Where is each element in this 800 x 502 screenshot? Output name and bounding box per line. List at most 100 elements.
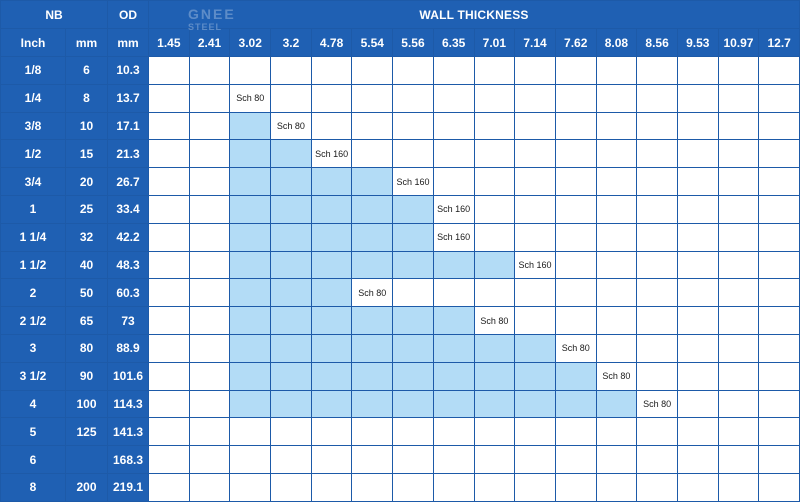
shaded-cell (392, 306, 434, 335)
shaded-cell (270, 333, 312, 363)
nb-inch-cell: 2 (0, 278, 66, 308)
nb-mm-header: mm (65, 28, 108, 57)
shaded-cell (514, 333, 556, 363)
grid-cell (229, 56, 272, 85)
grid-cell (717, 139, 760, 169)
grid-cell (148, 445, 190, 474)
grid-cell (554, 56, 597, 85)
thickness-header-cell: 7.62 (554, 28, 597, 57)
od-mm-cell: 10.3 (107, 56, 149, 85)
grid-cell (717, 445, 760, 474)
grid-cell (758, 417, 800, 447)
thickness-header-cell: 1.45 (148, 28, 190, 57)
grid-cell (554, 306, 597, 335)
grid-cell (514, 194, 556, 224)
grid-cell (676, 194, 719, 224)
grid-cell (148, 222, 190, 252)
grid-cell (676, 167, 719, 196)
grid-cell (514, 83, 556, 113)
grid-cell (636, 472, 678, 502)
thickness-header-cell: 10.97 (717, 28, 760, 57)
table-row: 3/4 20 26.7 Sch 160 (0, 167, 800, 196)
thickness-header-cell: 7.01 (473, 28, 516, 57)
grid-cell (717, 306, 760, 335)
grid-cell (473, 445, 516, 474)
grid-cell (473, 194, 516, 224)
nb-mm-cell: 20 (65, 167, 108, 196)
shaded-cell (351, 389, 394, 419)
grid-cell (270, 445, 312, 474)
table-row: 1 1/4 32 42.2 Sch 160 (0, 222, 800, 252)
od-mm-cell: 33.4 (107, 194, 149, 224)
thickness-header-cell: 2.41 (188, 28, 231, 57)
grid-cell (595, 250, 638, 280)
nb-mm-cell: 25 (65, 194, 108, 224)
thickness-header-cell: 8.56 (636, 28, 678, 57)
grid-cell (676, 278, 719, 308)
shaded-cell (310, 194, 353, 224)
grid-cell (188, 278, 231, 308)
nb-inch-cell: 3 (0, 333, 66, 363)
grid-cell (758, 83, 800, 113)
schedule-label-cell: Sch 160 (432, 222, 475, 252)
grid-cell (514, 167, 556, 196)
shaded-cell (270, 167, 312, 196)
grid-cell (148, 83, 190, 113)
grid-cell (636, 250, 678, 280)
schedule-label-cell: Sch 80 (595, 361, 638, 391)
shaded-cell (392, 222, 434, 252)
nb-header: NB (0, 0, 108, 29)
grid-cell (554, 83, 597, 113)
nb-inch-cell: 5 (0, 417, 66, 447)
grid-cell (595, 83, 638, 113)
table-row: 2 1/2 65 73 Sch 80 (0, 306, 800, 335)
nb-inch-cell: 3/8 (0, 111, 66, 141)
grid-cell (595, 306, 638, 335)
od-mm-cell: 21.3 (107, 139, 149, 169)
inch-header: Inch (0, 28, 66, 57)
thickness-header-cell: 5.56 (392, 28, 434, 57)
shaded-cell (514, 389, 556, 419)
od-mm-cell: 88.9 (107, 333, 149, 363)
shaded-cell (229, 222, 272, 252)
grid-cell (188, 250, 231, 280)
thickness-header-cell: 3.02 (229, 28, 272, 57)
grid-cell (148, 139, 190, 169)
grid-cell (758, 361, 800, 391)
grid-cell (595, 194, 638, 224)
od-mm-cell: 26.7 (107, 167, 149, 196)
schedule-label-cell: Sch 160 (392, 167, 434, 196)
header-row-units: Inch mm mm 1.45 2.41 3.02 3.2 4.78 5.54 5.56 6.… (0, 28, 800, 57)
grid-cell (473, 472, 516, 502)
grid-cell (595, 417, 638, 447)
grid-cell (188, 222, 231, 252)
grid-cell (636, 445, 678, 474)
grid-cell (432, 278, 475, 308)
grid-cell (595, 445, 638, 474)
shaded-cell (310, 167, 353, 196)
grid-cell (636, 56, 678, 85)
schedule-label-cell: Sch 160 (432, 194, 475, 224)
grid-cell (554, 194, 597, 224)
od-mm-cell: 114.3 (107, 389, 149, 419)
grid-cell (432, 56, 475, 85)
grid-cell (392, 56, 434, 85)
nb-inch-cell: 3 1/2 (0, 361, 66, 391)
shaded-cell (270, 389, 312, 419)
grid-cell (188, 56, 231, 85)
table-row: 8 200 219.1 (0, 472, 800, 502)
grid-cell (717, 111, 760, 141)
nb-inch-cell: 1 (0, 194, 66, 224)
nb-inch-cell: 8 (0, 472, 66, 502)
grid-cell (676, 56, 719, 85)
schedule-label-cell: Sch 160 (514, 250, 556, 280)
grid-cell (717, 361, 760, 391)
grid-cell (148, 167, 190, 196)
grid-cell (229, 417, 272, 447)
table-row: 3 80 88.9 Sch 80 (0, 333, 800, 363)
shaded-cell (392, 333, 434, 363)
grid-cell (351, 445, 394, 474)
grid-cell (595, 278, 638, 308)
grid-cell (758, 472, 800, 502)
